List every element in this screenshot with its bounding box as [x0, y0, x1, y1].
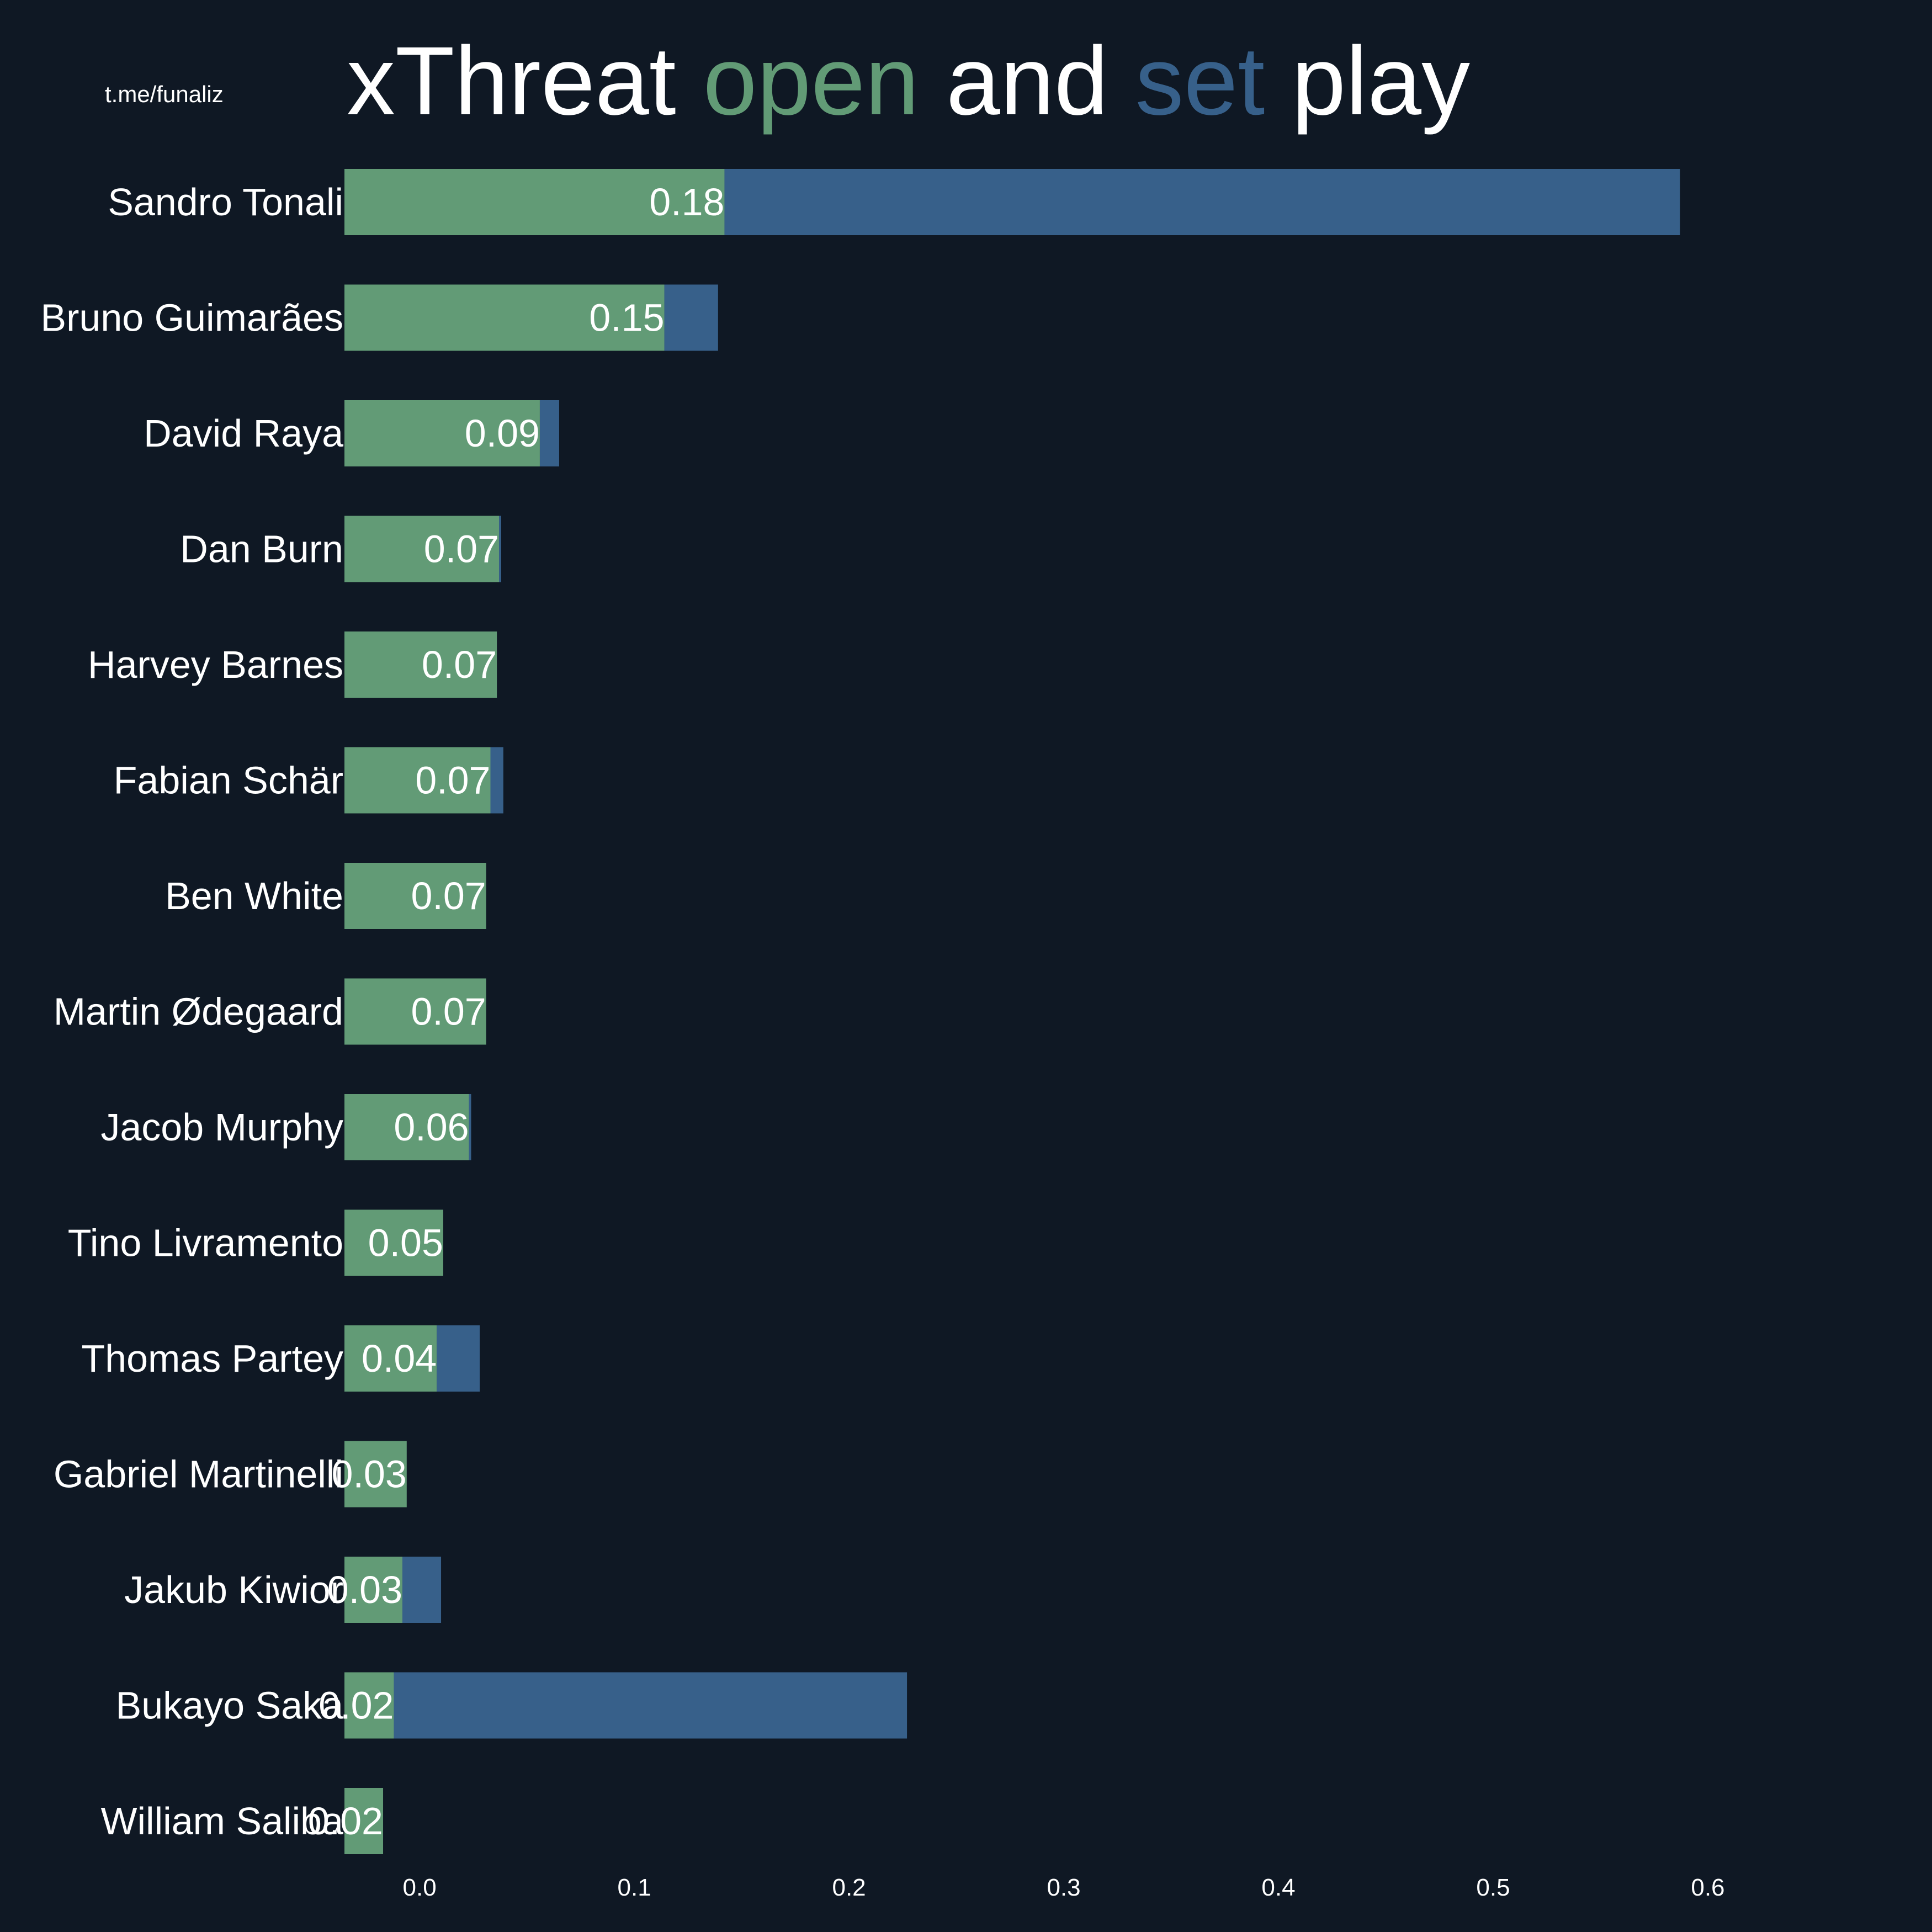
value-label: 0.06 — [394, 1106, 469, 1149]
bar-open — [344, 1557, 403, 1623]
x-tick-label: 0.4 — [1261, 1874, 1295, 1901]
bar-open — [344, 1325, 437, 1392]
value-label: 0.09 — [465, 412, 540, 455]
bar-row: Fabian Schär 0.07 — [114, 747, 503, 814]
bar-open — [344, 978, 486, 1045]
x-tick-label: 0.0 — [403, 1874, 437, 1901]
player-label: Martin Ødegaard — [54, 990, 343, 1033]
bar-open — [344, 284, 665, 351]
bar-set — [724, 169, 1680, 235]
player-label: Sandro Tonali — [108, 181, 343, 224]
value-label: 0.02 — [308, 1800, 383, 1843]
value-label: 0.05 — [368, 1222, 443, 1265]
player-label: Tino Livramento — [68, 1222, 343, 1265]
chart-title-part: set — [1135, 27, 1265, 135]
player-label: Jacob Murphy — [100, 1106, 343, 1149]
bar-row: Harvey Barnes 0.07 — [88, 631, 497, 698]
bar-open — [344, 1209, 443, 1276]
player-label: Harvey Barnes — [88, 643, 343, 686]
player-label: Dan Burn — [180, 528, 343, 571]
value-label: 0.03 — [327, 1568, 402, 1611]
chart-title-part: play — [1265, 27, 1470, 135]
value-label: 0.18 — [649, 181, 724, 224]
bar-open — [344, 1441, 407, 1508]
bar-open — [344, 1094, 469, 1160]
bar-set — [402, 1557, 442, 1623]
bar-row: Tino Livramento 0.05 — [68, 1209, 443, 1276]
bar-set — [539, 400, 559, 466]
value-label: 0.03 — [332, 1453, 407, 1496]
bar-row: Sandro Tonali 0.18 — [108, 169, 1680, 235]
x-tick-label: 0.6 — [1691, 1874, 1724, 1901]
x-tick-label: 0.1 — [618, 1874, 651, 1901]
player-label: Bruno Guimarães — [40, 296, 343, 339]
value-label: 0.07 — [411, 990, 486, 1033]
watermark: t.me/funaliz — [105, 81, 224, 107]
bar-row: David Raya 0.09 — [144, 400, 559, 466]
chart-title-part: xThreat — [347, 27, 703, 135]
bar-open — [344, 516, 500, 582]
value-label: 0.07 — [415, 759, 490, 802]
bar-open — [344, 631, 497, 698]
bar-open — [344, 169, 725, 235]
value-label: 0.07 — [411, 874, 486, 917]
value-label: 0.07 — [422, 643, 497, 686]
x-tick-label: 0.5 — [1476, 1874, 1510, 1901]
bar-set — [664, 284, 718, 351]
chart-title: xThreat open and set play — [347, 27, 1470, 135]
bar-row: Thomas Partey 0.04 — [81, 1325, 480, 1392]
x-tick-label: 0.3 — [1047, 1874, 1080, 1901]
bar-open — [344, 1672, 394, 1739]
x-tick-label: 0.2 — [832, 1874, 866, 1901]
player-label: Thomas Partey — [81, 1337, 343, 1380]
bar-set — [490, 747, 503, 814]
bar-row: Jacob Murphy 0.06 — [100, 1094, 471, 1160]
bar-open — [344, 747, 491, 814]
player-label: Jakub Kiwior — [124, 1568, 343, 1611]
value-label: 0.02 — [319, 1684, 394, 1727]
bar-set — [469, 1094, 471, 1160]
bar-set — [437, 1325, 480, 1392]
player-label: Bukayo Saka — [116, 1684, 344, 1727]
player-label: David Raya — [144, 412, 343, 455]
x-axis: 0.0 0.1 0.2 0.3 0.4 0.5 0.6 — [403, 1874, 1725, 1901]
bar-open — [344, 1788, 384, 1854]
bar-set — [499, 516, 501, 582]
value-label: 0.04 — [362, 1337, 437, 1380]
chart-title-part: open — [703, 27, 920, 135]
chart-title-part: and — [919, 27, 1135, 135]
player-label: Gabriel Martinelli — [54, 1453, 343, 1496]
bar-row: Martin Ødegaard 0.07 — [54, 978, 486, 1045]
player-label: Fabian Schär — [114, 759, 343, 802]
player-label: Ben White — [165, 874, 343, 917]
bar-set — [394, 1672, 907, 1739]
player-label: William Saliba — [100, 1800, 343, 1843]
bars-group: Sandro Tonali 0.18 Bruno Guimarães 0.15 Davi… — [40, 169, 1680, 1854]
bar-open — [344, 863, 486, 929]
bar-row: Ben White 0.07 — [165, 863, 486, 929]
bar-row: Bruno Guimarães 0.15 — [40, 284, 718, 351]
value-label: 0.15 — [589, 296, 664, 339]
bar-open — [344, 400, 540, 466]
value-label: 0.07 — [424, 528, 499, 571]
bar-row: Dan Burn 0.07 — [180, 516, 501, 582]
